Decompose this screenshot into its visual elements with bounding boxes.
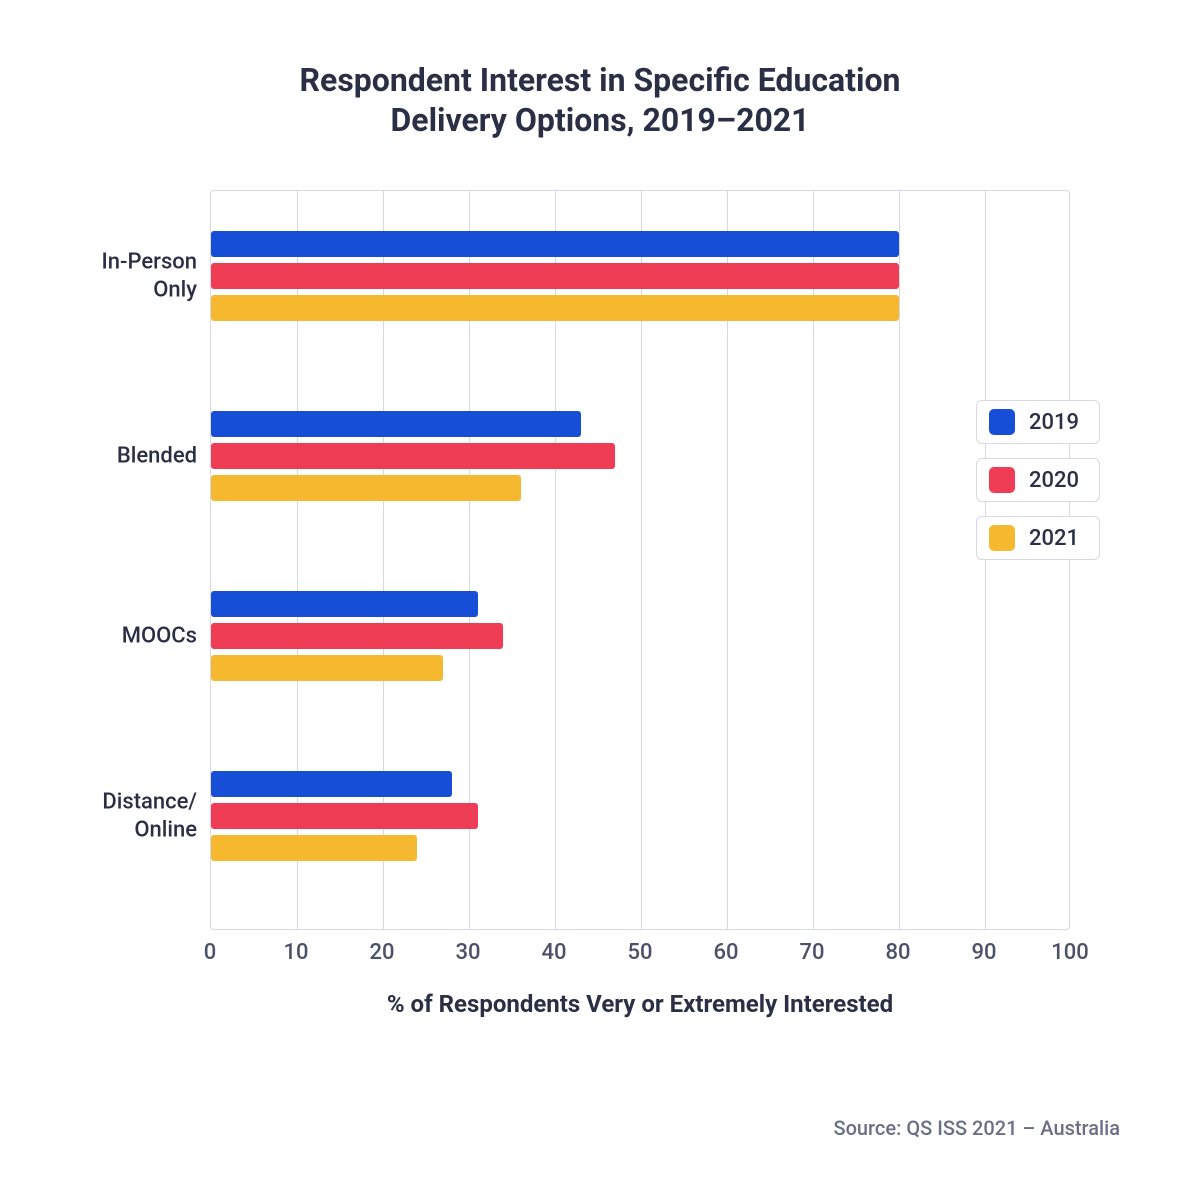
legend-item: 2019: [976, 400, 1100, 444]
category-group: [211, 231, 1069, 321]
bar: [211, 411, 581, 437]
bar: [211, 655, 443, 681]
legend-item: 2020: [976, 458, 1100, 502]
x-tick: 70: [799, 940, 824, 965]
legend-item: 2021: [976, 516, 1100, 560]
legend-label: 2021: [1029, 526, 1079, 551]
x-axis-ticks: 0102030405060708090100: [210, 930, 1070, 970]
legend-swatch: [989, 525, 1015, 551]
bar: [211, 475, 521, 501]
x-axis-label: % of Respondents Very or Extremely Inter…: [210, 990, 1070, 1018]
x-tick: 20: [369, 940, 394, 965]
x-tick: 100: [1051, 940, 1089, 965]
x-tick: 40: [541, 940, 566, 965]
bar: [211, 443, 615, 469]
category-group: [211, 411, 1069, 501]
category-label: MOOCs: [61, 622, 211, 650]
bar: [211, 295, 899, 321]
source-citation: Source: QS ISS 2021 – Australia: [833, 1116, 1120, 1140]
chart-title: Respondent Interest in Specific Educatio…: [70, 60, 1130, 140]
bar: [211, 263, 899, 289]
category-group: [211, 771, 1069, 861]
category-label: Distance/Online: [61, 789, 211, 844]
title-line-1: Respondent Interest in Specific Educatio…: [300, 61, 901, 99]
x-tick: 10: [283, 940, 308, 965]
x-tick: 90: [971, 940, 996, 965]
chart-container: In-PersonOnlyBlendedMOOCsDistance/Online…: [210, 190, 1070, 1018]
x-tick: 0: [204, 940, 217, 965]
legend-swatch: [989, 467, 1015, 493]
title-line-2: Delivery Options, 2019–2021: [390, 101, 809, 139]
plot-area: In-PersonOnlyBlendedMOOCsDistance/Online: [210, 190, 1070, 930]
category-group: [211, 591, 1069, 681]
x-tick: 30: [455, 940, 480, 965]
bar: [211, 231, 899, 257]
legend: 2019 2020 2021: [976, 400, 1100, 560]
legend-label: 2020: [1029, 468, 1079, 493]
category-label: Blended: [61, 442, 211, 470]
bar: [211, 591, 478, 617]
bar: [211, 803, 478, 829]
legend-swatch: [989, 409, 1015, 435]
category-label: In-PersonOnly: [61, 249, 211, 304]
bar: [211, 771, 452, 797]
x-tick: 50: [627, 940, 652, 965]
bar: [211, 835, 417, 861]
x-tick: 60: [713, 940, 738, 965]
legend-label: 2019: [1029, 410, 1079, 435]
bar: [211, 623, 503, 649]
x-tick: 80: [885, 940, 910, 965]
